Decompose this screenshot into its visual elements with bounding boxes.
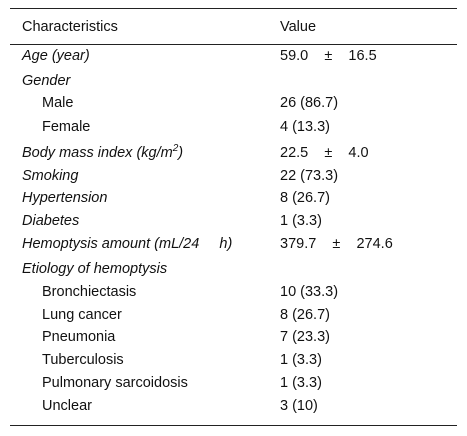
row-value: 22.5 ± 4.0 [280,145,369,161]
label-text: Unclear [42,398,92,414]
row-value: 1 (3.3) [280,375,322,391]
row-value: 59.0 ± 16.5 [280,48,377,64]
label-superscript: 2 [172,143,179,155]
row-label: Smoking [22,167,78,185]
label-text: Female [42,119,91,135]
row-value: 1 (3.3) [280,352,322,368]
label-text: Pneumonia [42,329,116,345]
row-label: Tuberculosis [42,351,124,369]
label-text: Pulmonary sarcoidosis [42,375,188,391]
row-label: Pneumonia [42,328,115,346]
row-value: 10 (33.3) [280,284,339,300]
header-cell: Value [280,19,317,35]
row-value: 7 (23.3) [280,329,330,345]
row-value: 8 (26.7) [280,190,330,206]
label-text: Body mass index (kg/m [22,145,173,161]
row-label: Age (year) [22,47,90,65]
header-rule [10,44,457,45]
row-value: 22 (73.3) [280,168,339,184]
header-cell: Characteristics [22,19,118,35]
row-value: 1 (3.3) [280,213,322,229]
label-text: Hypertension [22,190,108,206]
label-text: Tuberculosis [42,352,124,368]
label-text: Age (year) [22,48,90,64]
label-text: Diabetes [22,213,80,229]
row-value: 4 (13.3) [280,119,330,135]
row-value: 8 (26.7) [280,307,330,323]
label-text: Male [42,95,74,111]
top-rule [10,8,457,9]
row-label: Pulmonary sarcoidosis [42,374,188,392]
row-label: Unclear [42,397,92,415]
row-label: Bronchiectasis [42,283,136,301]
row-label: Hypertension [22,189,107,207]
row-label: Etiology of hemoptysis [22,260,167,278]
bottom-rule [10,425,457,426]
label-text: Lung cancer [42,307,122,323]
row-label: Lung cancer [42,306,122,324]
row-label: Diabetes [22,212,79,230]
label-text: Etiology of hemoptysis [22,261,168,277]
label-text: Gender [22,73,71,89]
label-text: Bronchiectasis [42,284,137,300]
row-value: 26 (86.7) [280,95,339,111]
row-value: 379.7 ± 274.6 [280,236,393,252]
row-label: Body mass index (kg/m2) [22,144,183,162]
row-label: Male [42,94,73,112]
row-value: 3 (10) [280,398,318,414]
row-label: Hemoptysis amount (mL/24 h) [22,235,232,253]
label-text: Hemoptysis amount (mL/24 h) [22,236,233,252]
label-text: ) [178,145,184,161]
row-label: Gender [22,72,70,90]
row-label: Female [42,118,90,136]
label-text: Smoking [22,168,79,184]
